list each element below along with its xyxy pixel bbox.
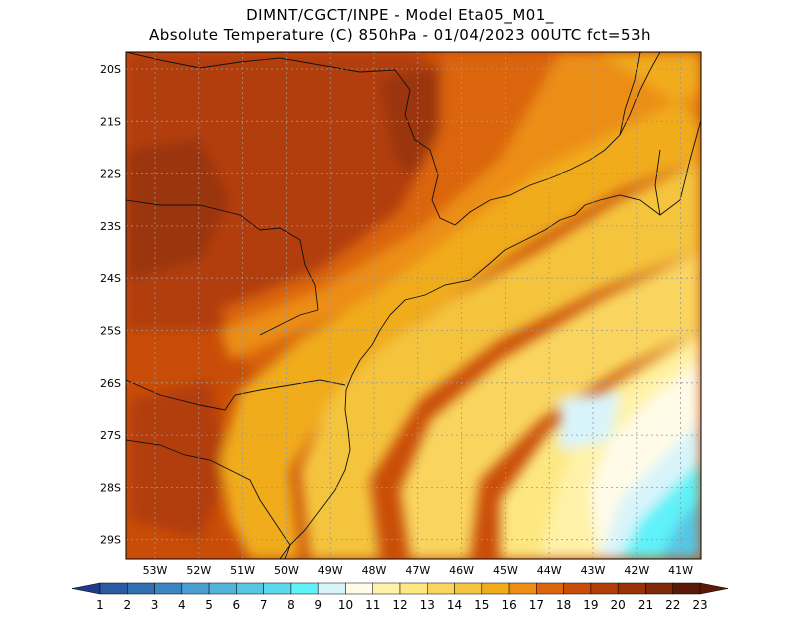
colorbar-label: 22 bbox=[665, 598, 680, 612]
colorbar-swatch bbox=[154, 582, 183, 595]
longitude-label: 46W bbox=[449, 564, 474, 577]
colorbar-label: 11 bbox=[365, 598, 380, 612]
latitude-label: 24S bbox=[100, 272, 121, 285]
longitude-label: 45W bbox=[493, 564, 518, 577]
colorbar-swatch bbox=[617, 582, 646, 595]
colorbar-label: 9 bbox=[314, 598, 322, 612]
colorbar-swatch bbox=[181, 582, 210, 595]
longitude-label: 41W bbox=[668, 564, 693, 577]
latitude-label: 20S bbox=[100, 63, 121, 76]
colorbar-swatch bbox=[508, 582, 537, 595]
colorbar-label: 13 bbox=[420, 598, 435, 612]
colorbar-swatch bbox=[236, 582, 264, 595]
colorbar-swatch bbox=[317, 582, 346, 595]
colorbar-swatch bbox=[345, 582, 373, 595]
colorbar-swatch bbox=[645, 582, 673, 595]
latitude-label: 25S bbox=[100, 325, 121, 338]
latitude-label: 28S bbox=[100, 481, 121, 494]
colorbar-label: 7 bbox=[260, 598, 268, 612]
colorbar-label: 23 bbox=[692, 598, 707, 612]
colorbar-label: 5 bbox=[205, 598, 213, 612]
colorbar-label: 10 bbox=[338, 598, 353, 612]
colorbar-label: 21 bbox=[638, 598, 653, 612]
longitude-label: 48W bbox=[362, 564, 387, 577]
colorbar-swatch bbox=[208, 582, 237, 595]
colorbar-swatch bbox=[399, 582, 428, 595]
latitude-label: 21S bbox=[100, 115, 121, 128]
colorbar-label: 17 bbox=[529, 598, 544, 612]
colorbar-swatch bbox=[290, 582, 319, 595]
colorbar: 1 2 3 4 5 6 7 8 9 10 11 12 13 14 15 16 17 18 19 20 21 22 23 bbox=[71, 582, 729, 612]
colorbar-label: 20 bbox=[611, 598, 626, 612]
latitude-label: 23S bbox=[100, 220, 121, 233]
title-line-1: DIMNT/CGCT/INPE - Model Eta05_M01_ bbox=[246, 6, 554, 24]
longitude-label: 53W bbox=[143, 564, 168, 577]
colorbar-swatch bbox=[263, 582, 292, 595]
latitude-label: 29S bbox=[100, 534, 121, 547]
colorbar-swatch bbox=[99, 582, 128, 595]
latitude-label: 26S bbox=[100, 377, 121, 390]
colorbar-label: 19 bbox=[583, 598, 598, 612]
colorbar-swatch bbox=[481, 582, 510, 595]
colorbar-label: 8 bbox=[287, 598, 295, 612]
colorbar-label: 2 bbox=[123, 598, 131, 612]
longitude-label: 49W bbox=[318, 564, 343, 577]
colorbar-label: 6 bbox=[233, 598, 241, 612]
colorbar-swatch bbox=[454, 582, 483, 595]
longitude-label: 44W bbox=[537, 564, 562, 577]
latitude-label: 27S bbox=[100, 429, 121, 442]
colorbar-over-triangle bbox=[699, 582, 729, 595]
title-line-2: Absolute Temperature (C) 850hPa - 01/04/… bbox=[148, 26, 652, 44]
latitude-labels: 20S 21S 22S 23S 24S 25S 26S 27S 28S 29S bbox=[100, 63, 121, 547]
colorbar-label: 15 bbox=[474, 598, 489, 612]
colorbar-swatch bbox=[427, 582, 455, 595]
colorbar-swatch bbox=[672, 582, 701, 595]
colorbar-swatch bbox=[536, 582, 564, 595]
longitude-label: 43W bbox=[581, 564, 606, 577]
longitude-label: 42W bbox=[624, 564, 649, 577]
colorbar-label: 3 bbox=[151, 598, 159, 612]
colorbar-swatch bbox=[563, 582, 592, 595]
colorbar-label: 14 bbox=[447, 598, 462, 612]
colorbar-swatch bbox=[372, 582, 401, 595]
coastline-and-borders bbox=[126, 52, 701, 559]
colorbar-label: 12 bbox=[392, 598, 407, 612]
longitude-labels: 53W 52W 51W 50W 49W 48W 47W 46W 45W 44W 43W 42W 41W bbox=[143, 564, 694, 577]
temperature-field bbox=[126, 52, 701, 559]
colorbar-label: 1 bbox=[96, 598, 104, 612]
longitude-label: 47W bbox=[405, 564, 430, 577]
latitude-label: 22S bbox=[100, 168, 121, 181]
colorbar-label: 4 bbox=[178, 598, 186, 612]
graticule bbox=[126, 52, 701, 559]
longitude-label: 52W bbox=[186, 564, 211, 577]
colorbar-under-triangle bbox=[71, 582, 101, 595]
colorbar-label: 16 bbox=[501, 598, 516, 612]
colorbar-swatch bbox=[590, 582, 619, 595]
longitude-label: 51W bbox=[230, 564, 255, 577]
colorbar-label: 18 bbox=[556, 598, 571, 612]
longitude-label: 50W bbox=[274, 564, 299, 577]
map-frame bbox=[125, 51, 702, 560]
colorbar-swatch bbox=[127, 582, 155, 595]
